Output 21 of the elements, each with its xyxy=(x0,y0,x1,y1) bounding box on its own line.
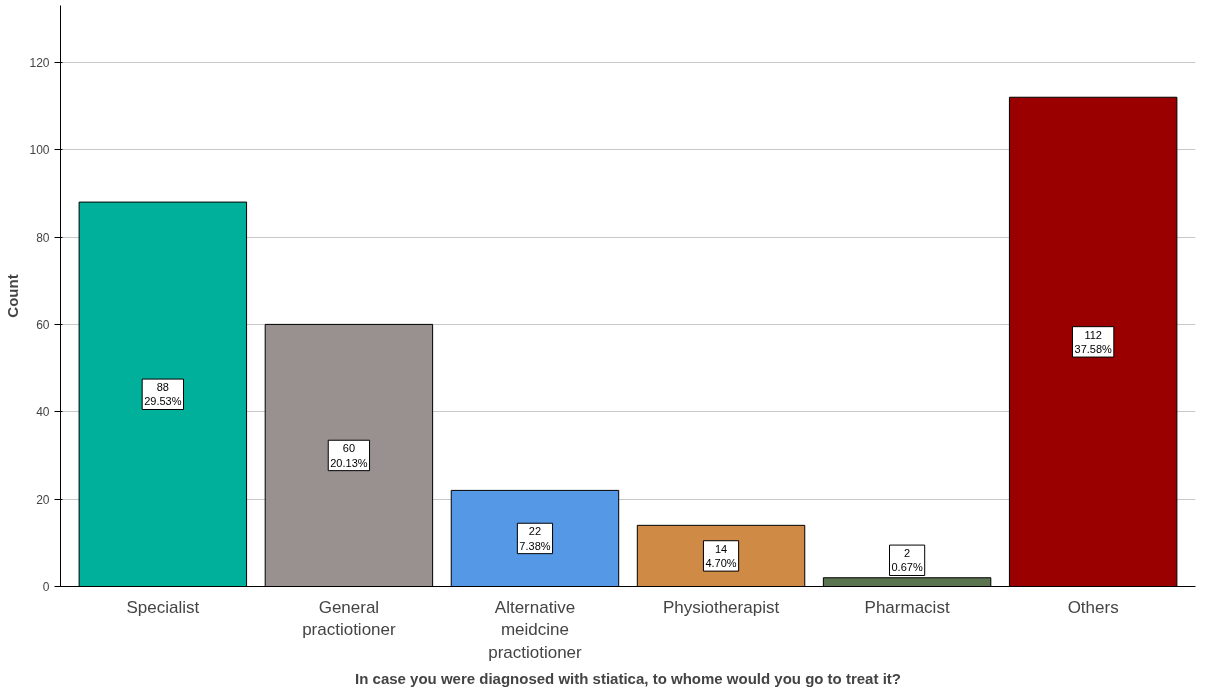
data-label: 112 37.58% xyxy=(1074,328,1113,356)
x-tick-label: General practiotioner xyxy=(302,597,397,640)
y-tick-label: 100 xyxy=(29,143,50,158)
y-axis-title: Count xyxy=(4,274,22,318)
x-axis-title: In case you were diagnosed with stiatica, to whome would you go to treat it? xyxy=(355,670,901,688)
x-tick-label: Pharmacist xyxy=(864,597,950,617)
x-tick-label: Alternative meidcine practiotioner xyxy=(488,597,583,663)
data-label: 88 29.53% xyxy=(144,381,182,408)
y-tick-label: 0 xyxy=(42,580,50,594)
y-tick-label: 40 xyxy=(36,405,50,420)
data-label: 22 7.38% xyxy=(519,525,551,552)
x-tick-label: Specialist xyxy=(126,597,200,617)
data-label: 2 0.67% xyxy=(891,547,923,574)
y-tick-label: 80 xyxy=(36,230,50,245)
x-tick-label: Physiotherapist xyxy=(662,597,780,617)
data-label: 14 4.70% xyxy=(705,542,737,570)
data-label: 60 20.13% xyxy=(330,442,368,469)
y-tick-label: 120 xyxy=(29,55,50,70)
y-tick-label: 20 xyxy=(36,492,50,507)
x-tick-label: Others xyxy=(1067,597,1119,617)
y-tick-label: 60 xyxy=(36,317,50,332)
